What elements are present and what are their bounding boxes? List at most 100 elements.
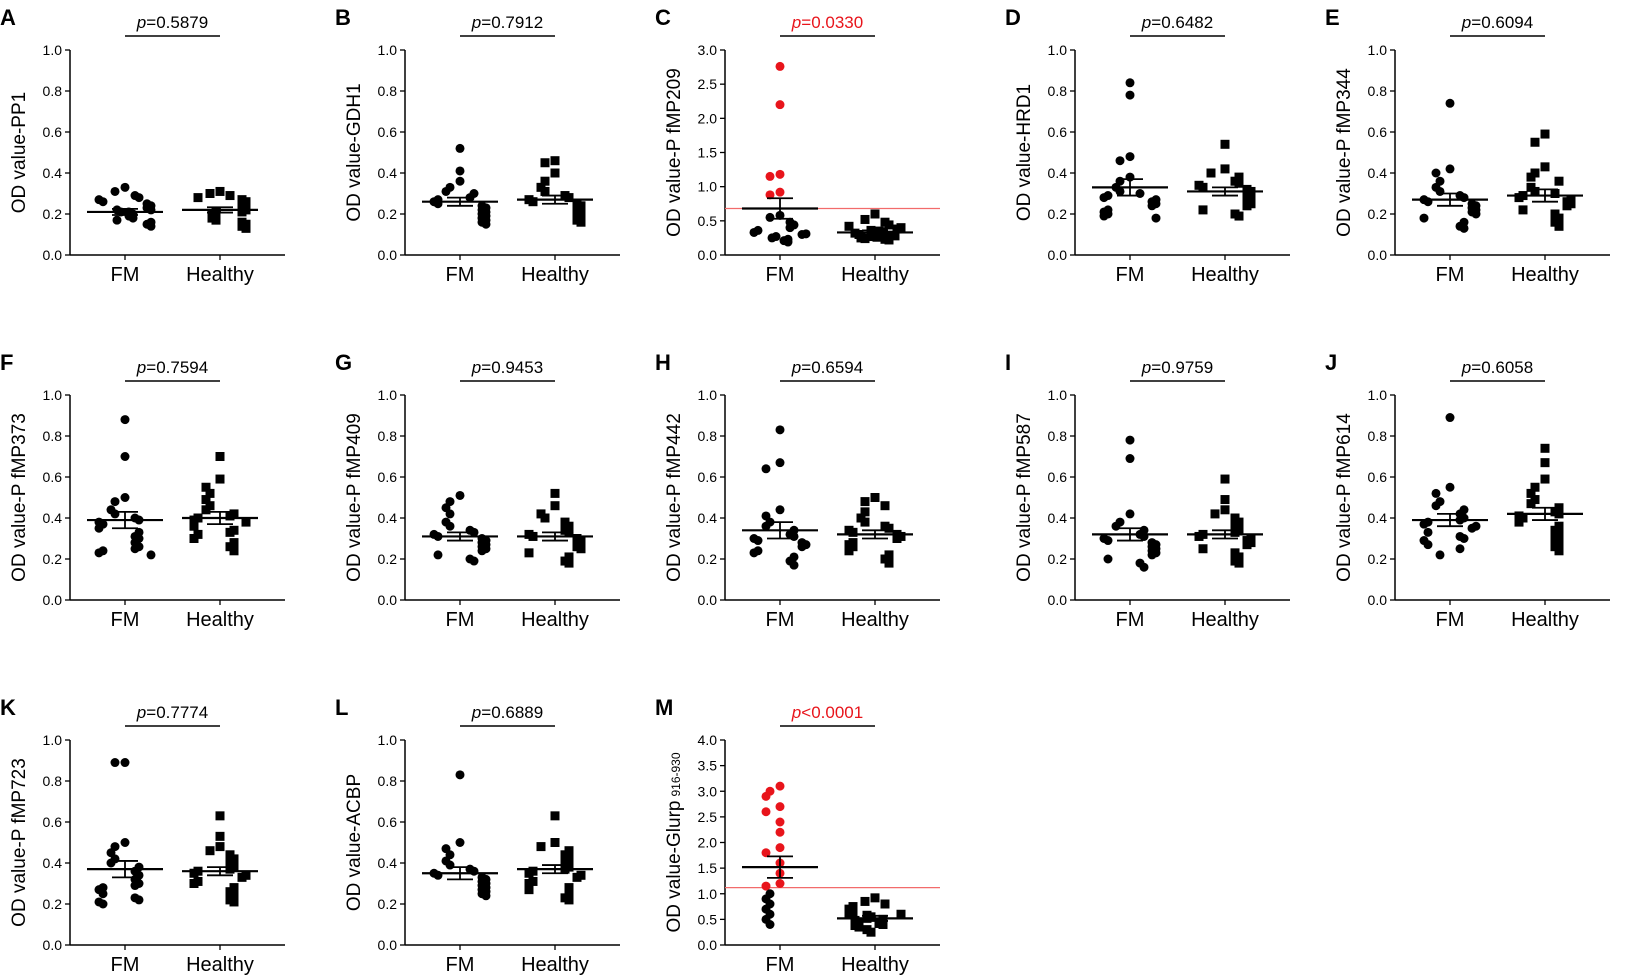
x-category-label: FM [1436, 264, 1465, 286]
data-point-fm [1103, 536, 1113, 546]
p-value: p=0.6094 [1461, 13, 1533, 32]
data-point-healthy [884, 523, 894, 533]
x-category-label: FM [111, 609, 140, 631]
data-point-healthy [854, 922, 864, 932]
y-tick-label: 0.8 [43, 428, 63, 444]
p-value: p=0.9453 [471, 358, 543, 377]
data-point-fm [110, 497, 120, 507]
data-point-fm [134, 895, 144, 905]
data-point-fm [761, 464, 771, 474]
p-value-symbol: p [136, 703, 146, 722]
p-value: p=0.6058 [1461, 358, 1533, 377]
y-tick-label: 1.0 [698, 886, 718, 902]
data-point-fm [130, 881, 140, 891]
y-axis-label: OD value-P fMP723 [9, 758, 30, 927]
data-point-fm [98, 197, 108, 207]
data-point-fm [1471, 209, 1481, 219]
x-category-label: Healthy [186, 264, 254, 286]
data-point-fm [767, 233, 777, 243]
x-category-label: FM [1436, 609, 1465, 631]
data-point-healthy [550, 156, 560, 166]
y-tick-label: 1.0 [1048, 42, 1068, 58]
y-tick-label: 0.4 [378, 165, 398, 181]
data-point-fm [120, 415, 130, 425]
data-point-healthy [215, 831, 225, 841]
x-category-label: FM [766, 954, 795, 976]
data-point-healthy [1530, 482, 1540, 492]
data-point-healthy [205, 488, 215, 498]
y-tick-label: 1.0 [1368, 387, 1388, 403]
data-point-fm [469, 866, 479, 876]
x-category-label: FM [111, 264, 140, 286]
data-point-healthy [229, 546, 239, 556]
y-tick-label: 0.6 [1048, 124, 1068, 140]
data-point-fm [106, 858, 116, 868]
data-point-healthy [1234, 211, 1244, 221]
data-point-healthy [1230, 527, 1240, 537]
x-category-label: FM [446, 609, 475, 631]
data-point-fm [797, 542, 807, 552]
panel-c: C 0.0 0.5 1.0 1.5 2.0 2.5 3.0 FM Healthy OD value-… [655, 5, 940, 286]
x-category-label: FM [1116, 609, 1145, 631]
x-category-label: Healthy [841, 954, 909, 976]
p-value-symbol: p [136, 13, 146, 32]
y-tick-label: 1.0 [43, 732, 63, 748]
data-point-fm [1115, 186, 1125, 196]
y-axis-label: OD value-ACBP [344, 774, 365, 911]
data-point-healthy [540, 176, 550, 186]
data-point-fm [94, 548, 104, 558]
y-tick-label: 0.6 [378, 469, 398, 485]
y-axis-label-text: OD value-GDH1 [344, 83, 365, 221]
p-value: p=0.5879 [136, 13, 208, 32]
y-tick-label: 0.0 [43, 247, 63, 263]
data-point-healthy [564, 527, 574, 537]
y-tick-label: 1.0 [1368, 42, 1388, 58]
y-tick-label: 0.2 [43, 551, 63, 567]
data-point-healthy [860, 517, 870, 527]
y-axis-label-text: OD value-P fMP587 [1014, 413, 1035, 582]
y-tick-label: 0.5 [698, 213, 718, 229]
data-point-fm [775, 458, 785, 468]
y-axis-label-text: OD value-P fMP614 [1334, 413, 1355, 582]
data-point-healthy [860, 234, 870, 244]
data-point-healthy [564, 193, 574, 203]
panel-letter: J [1325, 350, 1337, 375]
y-axis-label: OD value-P fMP409 [344, 413, 365, 582]
x-category-label: Healthy [521, 954, 589, 976]
data-point-fm [120, 493, 130, 502]
data-point-healthy [1220, 139, 1230, 149]
y-tick-label: 4.0 [698, 732, 718, 748]
data-point-fm [1431, 488, 1441, 498]
p-value-number: =0.6482 [1151, 13, 1213, 32]
data-point-fm [775, 843, 785, 853]
y-tick-label: 0.8 [378, 428, 398, 444]
data-point-fm [455, 770, 465, 780]
data-point-fm [775, 169, 785, 179]
data-point-healthy [1210, 509, 1220, 519]
data-point-healthy [576, 217, 586, 227]
y-tick-label: 0.0 [698, 247, 718, 263]
p-value: p=0.9759 [1141, 358, 1213, 377]
data-point-fm [775, 505, 785, 515]
y-tick-label: 0.6 [698, 469, 718, 485]
data-point-fm [1459, 193, 1469, 203]
y-tick-label: 0.8 [378, 773, 398, 789]
y-axis-label-text: OD value-P fMP409 [344, 413, 365, 582]
y-tick-label: 0.0 [1368, 247, 1388, 263]
data-point-fm [1125, 509, 1135, 519]
data-point-fm [481, 219, 491, 229]
data-point-fm [1423, 527, 1433, 537]
data-point-fm [98, 899, 108, 909]
panel-letter: B [335, 5, 351, 30]
y-axis-label-text: OD value-P fMP344 [1334, 68, 1355, 237]
y-tick-label: 0.4 [43, 165, 63, 181]
data-point-healthy [550, 501, 560, 511]
y-tick-label: 0.0 [43, 592, 63, 608]
data-point-healthy [564, 895, 574, 905]
data-point-fm [749, 227, 759, 237]
data-point-healthy [1562, 201, 1572, 211]
panel-d: D 0.0 0.2 0.4 0.6 0.8 1.0 FM Healthy OD value-HRD… [1005, 5, 1290, 286]
data-point-healthy [229, 897, 239, 907]
data-point-fm [1459, 223, 1469, 233]
